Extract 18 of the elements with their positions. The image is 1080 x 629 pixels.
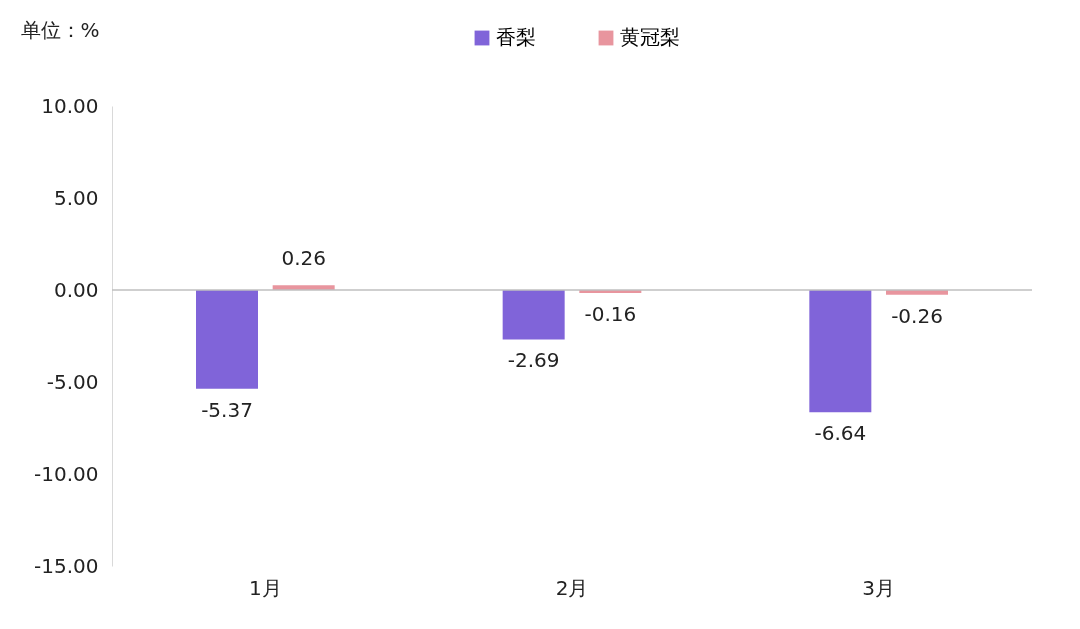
y-tick-label: -10.00 [34,461,99,486]
data-label: -2.69 [507,348,560,373]
data-label: -0.16 [584,301,637,326]
legend-label: 香梨 [496,25,536,49]
data-label: -6.64 [814,421,867,446]
data-label: -0.26 [891,303,943,328]
y-tick-label: 5.00 [53,185,99,210]
y-axis-title: 单位：% [20,17,100,42]
data-label: 0.26 [281,246,326,271]
y-tick-label: -5.00 [46,369,99,394]
data-label: -5.37 [201,397,253,422]
x-tick-label: 3月 [862,575,896,600]
x-tick-label: 2月 [555,575,589,600]
y-tick-label: 0.00 [53,277,99,302]
legend-label: 黄冠梨 [620,25,680,49]
x-tick-label: 1月 [248,575,282,600]
y-tick-label: 10.00 [41,93,99,118]
y-tick-label: -15.00 [34,553,99,578]
